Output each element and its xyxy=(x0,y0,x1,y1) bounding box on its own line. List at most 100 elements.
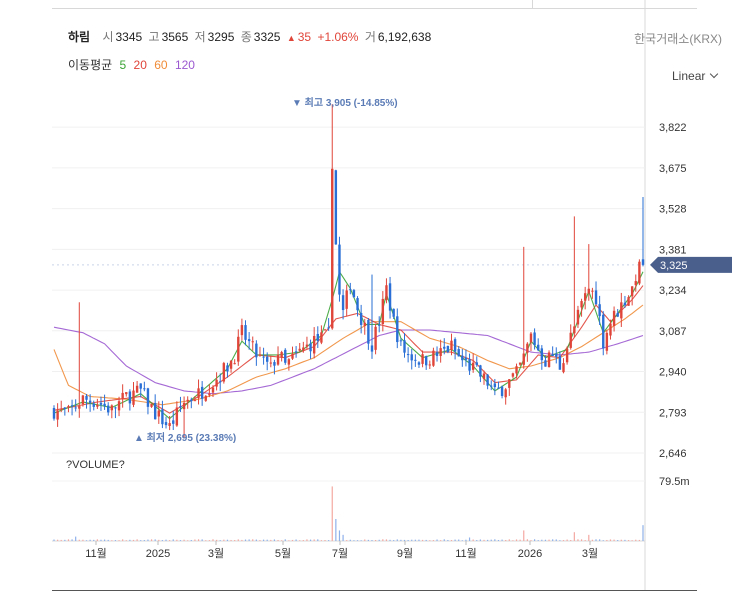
candle xyxy=(547,350,551,368)
volume-bar xyxy=(479,539,481,541)
volume-bar xyxy=(566,539,568,541)
candle-body xyxy=(172,420,175,424)
volume-bar xyxy=(537,540,539,541)
candle-body xyxy=(544,360,547,367)
candle-body xyxy=(504,389,507,398)
volume-bar xyxy=(476,540,478,541)
volume-bar xyxy=(425,539,427,541)
candle xyxy=(620,292,623,327)
candle xyxy=(338,236,341,302)
top-rule xyxy=(52,0,697,9)
volume-bar xyxy=(385,539,388,541)
candle-body xyxy=(338,244,341,295)
candle xyxy=(193,396,197,402)
candle xyxy=(222,361,226,384)
candle xyxy=(363,318,366,335)
candle xyxy=(175,401,179,427)
candle xyxy=(161,400,164,429)
volume-bar xyxy=(454,539,456,541)
volume-bar xyxy=(288,540,290,541)
candle-body xyxy=(533,332,536,346)
volume-bar xyxy=(244,539,247,541)
candle xyxy=(443,338,446,355)
candle xyxy=(518,362,522,366)
volume-bar xyxy=(627,540,630,541)
volume-bar xyxy=(216,539,218,541)
candle xyxy=(168,416,171,431)
volume-bar xyxy=(432,540,435,541)
volume-bar xyxy=(284,539,286,541)
candle-body xyxy=(363,322,366,326)
candle xyxy=(370,274,374,359)
volume-bar xyxy=(342,534,344,541)
volume-bar xyxy=(577,539,579,541)
open-value: 3345 xyxy=(115,30,143,44)
candle xyxy=(132,382,135,408)
candle-body xyxy=(453,339,457,352)
candle xyxy=(453,337,457,360)
volume-bar xyxy=(96,539,98,541)
candle xyxy=(598,295,601,325)
candle xyxy=(352,288,356,298)
volume-bar xyxy=(103,539,106,541)
candle xyxy=(56,403,59,427)
scale-dropdown[interactable]: Linear xyxy=(672,69,719,83)
candle xyxy=(406,347,410,363)
candle xyxy=(244,320,247,346)
candle-body xyxy=(385,285,388,301)
volume-bar xyxy=(226,539,229,541)
candle-body xyxy=(107,405,110,413)
candle-body xyxy=(522,353,525,365)
candle xyxy=(331,104,334,330)
candle xyxy=(96,398,99,409)
candle-body xyxy=(573,326,576,334)
volume-bar xyxy=(331,486,333,541)
volume-bar xyxy=(107,539,109,541)
candle xyxy=(291,346,294,360)
candle-body xyxy=(612,310,616,326)
candle-body xyxy=(605,332,609,351)
candle xyxy=(164,416,168,429)
volume-bar xyxy=(541,539,543,541)
volume-bar xyxy=(403,539,406,541)
ma5-line xyxy=(53,270,644,420)
candle xyxy=(265,352,269,371)
candle-body xyxy=(269,362,273,364)
volume-bar xyxy=(429,540,431,541)
candle xyxy=(305,336,309,350)
candle-body xyxy=(103,403,106,407)
volume-bar xyxy=(147,539,149,541)
volume-bar xyxy=(468,537,471,541)
volume-bar xyxy=(595,539,597,541)
volume-bar xyxy=(544,539,547,541)
close-value: 3325 xyxy=(253,30,281,44)
volume-bar xyxy=(573,532,575,541)
candle xyxy=(359,304,363,334)
candle-body xyxy=(555,353,558,357)
volume-bar xyxy=(606,539,608,541)
candle xyxy=(186,396,189,409)
candle xyxy=(226,362,229,378)
candle xyxy=(139,383,142,398)
candle xyxy=(432,347,435,367)
candle-body xyxy=(374,326,377,350)
candle-body xyxy=(457,349,460,357)
current-price-tag xyxy=(650,256,732,273)
volume-bar xyxy=(273,539,276,541)
candle-body xyxy=(63,407,67,409)
volume-bar xyxy=(555,539,557,541)
candle xyxy=(258,346,262,357)
close-label: 종 xyxy=(240,30,252,44)
candle xyxy=(580,298,583,317)
candle xyxy=(464,349,468,367)
candle-body xyxy=(587,288,590,294)
candle xyxy=(88,394,92,412)
volume-bar xyxy=(201,539,203,541)
candle-body xyxy=(168,423,171,426)
candle xyxy=(215,372,218,391)
candle-body xyxy=(211,387,215,393)
candle-body xyxy=(620,302,623,319)
volume-bar xyxy=(85,540,88,541)
